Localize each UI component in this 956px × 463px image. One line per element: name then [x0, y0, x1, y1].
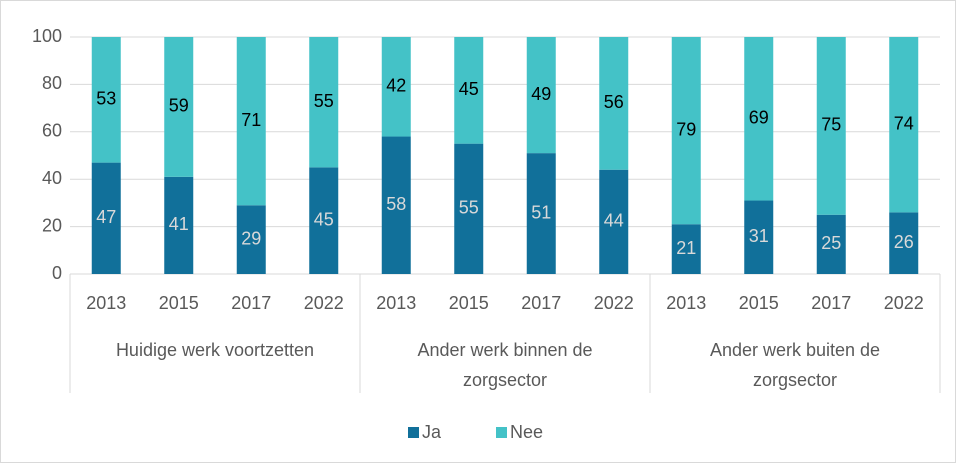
legend-swatch	[408, 427, 419, 438]
data-label: 69	[749, 108, 769, 128]
bar-segment	[526, 153, 556, 274]
x-tick-label: 2022	[304, 293, 344, 313]
bar-segment	[454, 37, 484, 144]
bar-segment	[164, 37, 194, 177]
bar-segment	[526, 37, 556, 154]
data-label: 45	[314, 209, 334, 229]
bar-segment	[671, 224, 701, 274]
data-label: 56	[604, 92, 624, 112]
data-label: 45	[459, 79, 479, 99]
x-tick-label: 2013	[376, 293, 416, 313]
group-label: Ander werk binnen de zorgsector	[417, 340, 593, 390]
bar-segment	[164, 176, 194, 274]
data-label: 53	[96, 89, 116, 109]
data-label: 75	[821, 115, 841, 135]
bar-segment	[816, 214, 846, 274]
legend-swatch	[496, 427, 507, 438]
data-label: 29	[241, 228, 261, 248]
data-label: 71	[241, 110, 261, 130]
bar-segment	[91, 37, 121, 163]
bar-segment	[671, 37, 701, 225]
data-label: 55	[314, 91, 334, 111]
data-label: 55	[459, 198, 479, 218]
bar-segment	[889, 37, 919, 213]
bar-segment	[236, 205, 266, 274]
bar-segment	[91, 162, 121, 274]
bar-segment	[599, 37, 629, 170]
data-label: 79	[676, 119, 696, 139]
x-tick-label: 2013	[666, 293, 706, 313]
data-label: 25	[821, 233, 841, 253]
y-tick-label: 80	[42, 73, 62, 93]
y-tick-label: 60	[42, 121, 62, 141]
y-tick-label: 100	[32, 26, 62, 46]
x-tick-label: 2022	[884, 293, 924, 313]
bar-segment	[381, 37, 411, 137]
y-tick-label: 20	[42, 215, 62, 235]
x-tick-label: 2015	[739, 293, 779, 313]
x-tick-label: 2017	[811, 293, 851, 313]
data-label: 74	[894, 113, 914, 133]
data-label: 58	[386, 194, 406, 214]
legend-label: Nee	[510, 422, 543, 442]
data-label: 49	[531, 84, 551, 104]
bar-segment	[381, 136, 411, 274]
x-tick-label: 2022	[594, 293, 634, 313]
bar-segment	[744, 37, 774, 201]
group-label: Ander werk buiten de zorgsector	[709, 340, 881, 390]
bar-segment	[309, 37, 339, 168]
data-label: 51	[531, 202, 551, 222]
bar-segment	[454, 143, 484, 274]
bar-segment	[744, 200, 774, 274]
data-label: 26	[894, 232, 914, 252]
data-label: 44	[604, 211, 624, 231]
data-label: 42	[386, 76, 406, 96]
data-label: 21	[676, 238, 696, 258]
y-tick-label: 40	[42, 168, 62, 188]
bar-segment	[599, 169, 629, 274]
x-tick-label: 2015	[449, 293, 489, 313]
data-label: 41	[169, 214, 189, 234]
bar-segment	[889, 212, 919, 274]
group-label: Huidige werk voortzetten	[115, 340, 315, 360]
data-label: 47	[96, 207, 116, 227]
x-tick-label: 2015	[159, 293, 199, 313]
bar-segment	[236, 37, 266, 206]
x-tick-label: 2017	[521, 293, 561, 313]
data-label: 31	[749, 226, 769, 246]
y-tick-label: 0	[52, 263, 62, 283]
x-tick-label: 2017	[231, 293, 271, 313]
bar-segment	[309, 167, 339, 274]
x-tick-label: 2013	[86, 293, 126, 313]
data-label: 59	[169, 96, 189, 116]
legend-label: Ja	[422, 422, 442, 442]
bar-segment	[816, 37, 846, 215]
